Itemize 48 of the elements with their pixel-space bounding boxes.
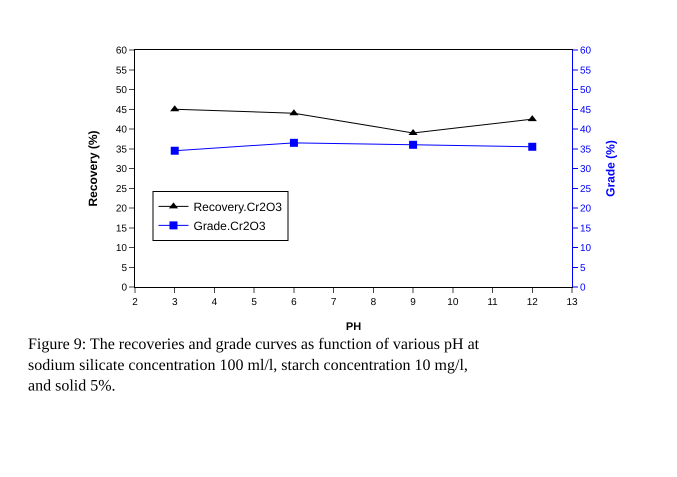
y-tick-label: 50 xyxy=(116,85,128,96)
y2-tick-label: 55 xyxy=(580,65,592,76)
x-tick-label: 6 xyxy=(291,297,298,308)
y-axis-title: Recovery (%) xyxy=(86,130,100,207)
point xyxy=(290,138,298,147)
y-tick-label: 40 xyxy=(116,124,128,136)
x-tick-label: 5 xyxy=(251,297,258,308)
y-tick-label: 5 xyxy=(121,262,128,274)
x-tick-label: 8 xyxy=(370,297,377,308)
y2-tick-label: 0 xyxy=(580,282,586,294)
y2-tick-label: 30 xyxy=(580,164,592,175)
x-tick-label: 12 xyxy=(526,297,538,308)
y2-tick-label: 5 xyxy=(580,262,586,274)
y2-tick-label: 50 xyxy=(580,85,592,96)
y-tick-label: 20 xyxy=(116,204,128,214)
point xyxy=(409,140,418,149)
y-tick-label: 0 xyxy=(121,282,128,294)
legend-label: Grade.Cr2O3 xyxy=(193,219,266,234)
point xyxy=(528,142,536,151)
y2-tick-label: 10 xyxy=(580,243,592,254)
x-tick-label: 7 xyxy=(330,297,337,308)
x-tick-label: 4 xyxy=(212,297,218,308)
y-tick-label: 15 xyxy=(116,223,128,234)
y-tick-label: 30 xyxy=(116,164,128,175)
point xyxy=(170,146,179,155)
x-tick-label: 3 xyxy=(172,297,178,308)
y-tick-label: 45 xyxy=(116,104,128,116)
x-axis-title: PH xyxy=(346,321,362,334)
y2-tick-label: 25 xyxy=(580,184,592,195)
y-tick-label: 55 xyxy=(116,65,128,76)
y2-tick-label: 45 xyxy=(580,104,592,116)
x-tick-label: 11 xyxy=(487,297,498,308)
caption: Figure 9: The recoveries and grade curves as function of various pH at sodium silicate concentration 100 ml/l, starch concentration 10 mg/l, and solid 5%. xyxy=(28,336,480,395)
y2-tick-label: 40 xyxy=(580,124,592,136)
x-tick-label: 10 xyxy=(447,297,459,308)
x-tick-label: 9 xyxy=(410,297,416,308)
y2-tick-label: 15 xyxy=(580,223,592,234)
y2-tick-label: 60 xyxy=(580,46,592,56)
y-tick-label: 10 xyxy=(116,243,128,254)
y-tick-label: 60 xyxy=(116,46,128,56)
x-tick-label: 13 xyxy=(566,297,578,308)
y-tick-label: 35 xyxy=(116,144,128,156)
y2-axis-title: Grade (%) xyxy=(603,140,618,197)
legend-label: Recovery.Cr2O3 xyxy=(193,200,282,214)
y-tick-label: 25 xyxy=(116,184,128,195)
y2-tick-label: 20 xyxy=(580,204,592,214)
y2-tick-label: 35 xyxy=(580,144,592,156)
x-tick-label: 2 xyxy=(132,297,138,308)
